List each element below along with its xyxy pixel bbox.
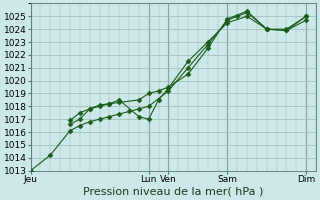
X-axis label: Pression niveau de la mer( hPa ): Pression niveau de la mer( hPa ) [83, 187, 263, 197]
